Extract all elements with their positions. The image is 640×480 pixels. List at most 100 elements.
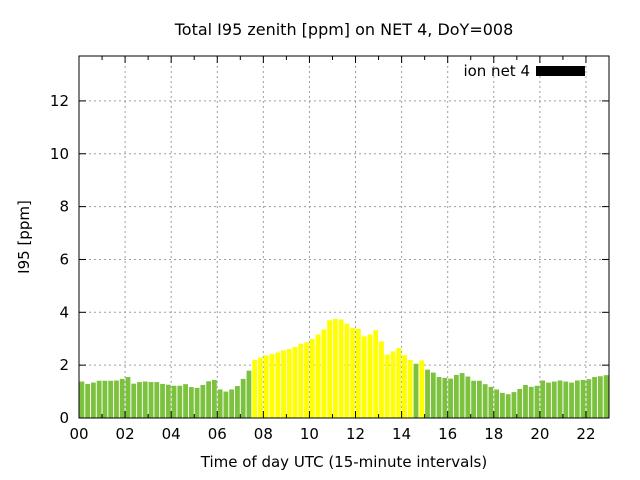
bar-12:15 xyxy=(361,336,367,418)
bar-22:15 xyxy=(592,377,597,418)
bar-22:00 xyxy=(586,379,592,418)
bar-02:30 xyxy=(137,382,142,418)
bar-01:00 xyxy=(102,380,108,418)
bar-15:45 xyxy=(442,377,448,418)
bar-07:30 xyxy=(252,359,258,418)
bar-11:45 xyxy=(350,327,356,418)
bar-20:15 xyxy=(546,382,551,418)
x-axis-label: Time of day UTC (15-minute intervals) xyxy=(200,453,488,471)
bar-03:00 xyxy=(148,382,154,418)
legend-label: ion net 4 xyxy=(463,62,530,80)
bar-19:30 xyxy=(528,386,534,418)
x-tick-label: 04 xyxy=(162,425,181,443)
bar-09:15 xyxy=(292,346,298,418)
y-tick-label: 2 xyxy=(59,356,69,374)
bar-19:45 xyxy=(534,385,540,418)
y-tick-label: 0 xyxy=(59,409,69,427)
bar-02:15 xyxy=(131,383,137,418)
x-tick-label: 18 xyxy=(484,425,503,443)
bar-18:30 xyxy=(505,394,511,418)
bar-21:30 xyxy=(574,380,580,418)
bar-14:30 xyxy=(413,363,419,418)
plot-frame xyxy=(78,55,610,419)
x-tick-label: 16 xyxy=(438,425,457,443)
bar-16:00 xyxy=(448,378,453,418)
bar-16:30 xyxy=(459,373,465,418)
x-tick-label: 10 xyxy=(300,425,319,443)
bar-03:30 xyxy=(160,383,165,418)
bar-13:30 xyxy=(390,351,396,418)
bar-10:30 xyxy=(321,329,327,418)
bar-15:00 xyxy=(425,369,430,418)
bar-22:45 xyxy=(603,375,609,418)
bar-17:15 xyxy=(476,380,482,418)
bar-15:30 xyxy=(436,377,442,418)
bar-01:15 xyxy=(108,380,114,418)
y-tick-label: 10 xyxy=(50,145,69,163)
y-tick-label: 8 xyxy=(59,198,69,216)
bar-05:30 xyxy=(206,381,212,418)
bar-11:30 xyxy=(344,323,350,418)
bar-10:45 xyxy=(327,320,332,418)
bar-13:45 xyxy=(396,347,402,418)
bar-21:15 xyxy=(569,382,574,418)
bar-12:30 xyxy=(367,334,373,418)
bar-14:00 xyxy=(402,355,407,418)
bar-20:00 xyxy=(540,380,546,418)
bar-05:00 xyxy=(194,387,200,418)
y-tick-label: 4 xyxy=(59,303,69,321)
bar-08:30 xyxy=(275,352,281,418)
bar-04:45 xyxy=(188,387,194,418)
bar-10:00 xyxy=(309,338,315,418)
bar-07:15 xyxy=(246,370,252,418)
bar-02:00 xyxy=(125,377,131,418)
bar-17:45 xyxy=(488,386,494,418)
bar-04:30 xyxy=(183,384,188,418)
bar-08:15 xyxy=(269,354,275,418)
bar-01:30 xyxy=(114,380,119,418)
bar-00:15 xyxy=(85,383,91,418)
bar-08:45 xyxy=(281,350,286,418)
bar-05:15 xyxy=(200,384,206,418)
bar-07:00 xyxy=(240,378,246,418)
bar-06:45 xyxy=(235,386,240,418)
bar-19:15 xyxy=(523,384,528,418)
bar-11:00 xyxy=(332,318,338,418)
bar-08:00 xyxy=(263,355,269,418)
bar-18:00 xyxy=(494,389,500,418)
bar-03:15 xyxy=(154,382,160,418)
bar-19:00 xyxy=(517,388,523,418)
bar-00:00 xyxy=(79,381,85,418)
bar-10:15 xyxy=(315,334,321,418)
bar-09:30 xyxy=(298,343,304,418)
bar-09:45 xyxy=(304,342,309,418)
bar-21:45 xyxy=(580,379,586,418)
bar-16:45 xyxy=(465,376,471,418)
bar-13:15 xyxy=(384,354,390,418)
bar-00:30 xyxy=(91,382,96,418)
bar-14:45 xyxy=(419,360,425,418)
bar-20:30 xyxy=(551,381,557,418)
bar-15:15 xyxy=(430,372,436,418)
bar-01:45 xyxy=(119,378,125,418)
bar-18:45 xyxy=(511,392,517,418)
x-tick-label: 08 xyxy=(254,425,273,443)
bar-02:45 xyxy=(142,381,148,418)
x-tick-label: 02 xyxy=(116,425,135,443)
bar-18:15 xyxy=(500,392,505,418)
bar-11:15 xyxy=(338,319,344,418)
x-tick-label: 22 xyxy=(576,425,595,443)
chart-title: Total I95 zenith [ppm] on NET 4, DoY=008 xyxy=(174,20,514,39)
bar-05:45 xyxy=(211,379,217,418)
y-tick-label: 6 xyxy=(59,250,69,268)
x-tick-label: 14 xyxy=(392,425,411,443)
legend-swatch xyxy=(536,66,585,76)
bar-13:00 xyxy=(379,341,384,418)
bar-00:45 xyxy=(96,380,102,418)
bar-17:30 xyxy=(482,384,488,418)
y-axis-label: I95 [ppm] xyxy=(15,200,33,274)
bar-20:45 xyxy=(557,380,563,418)
x-tick-label: 00 xyxy=(69,425,88,443)
